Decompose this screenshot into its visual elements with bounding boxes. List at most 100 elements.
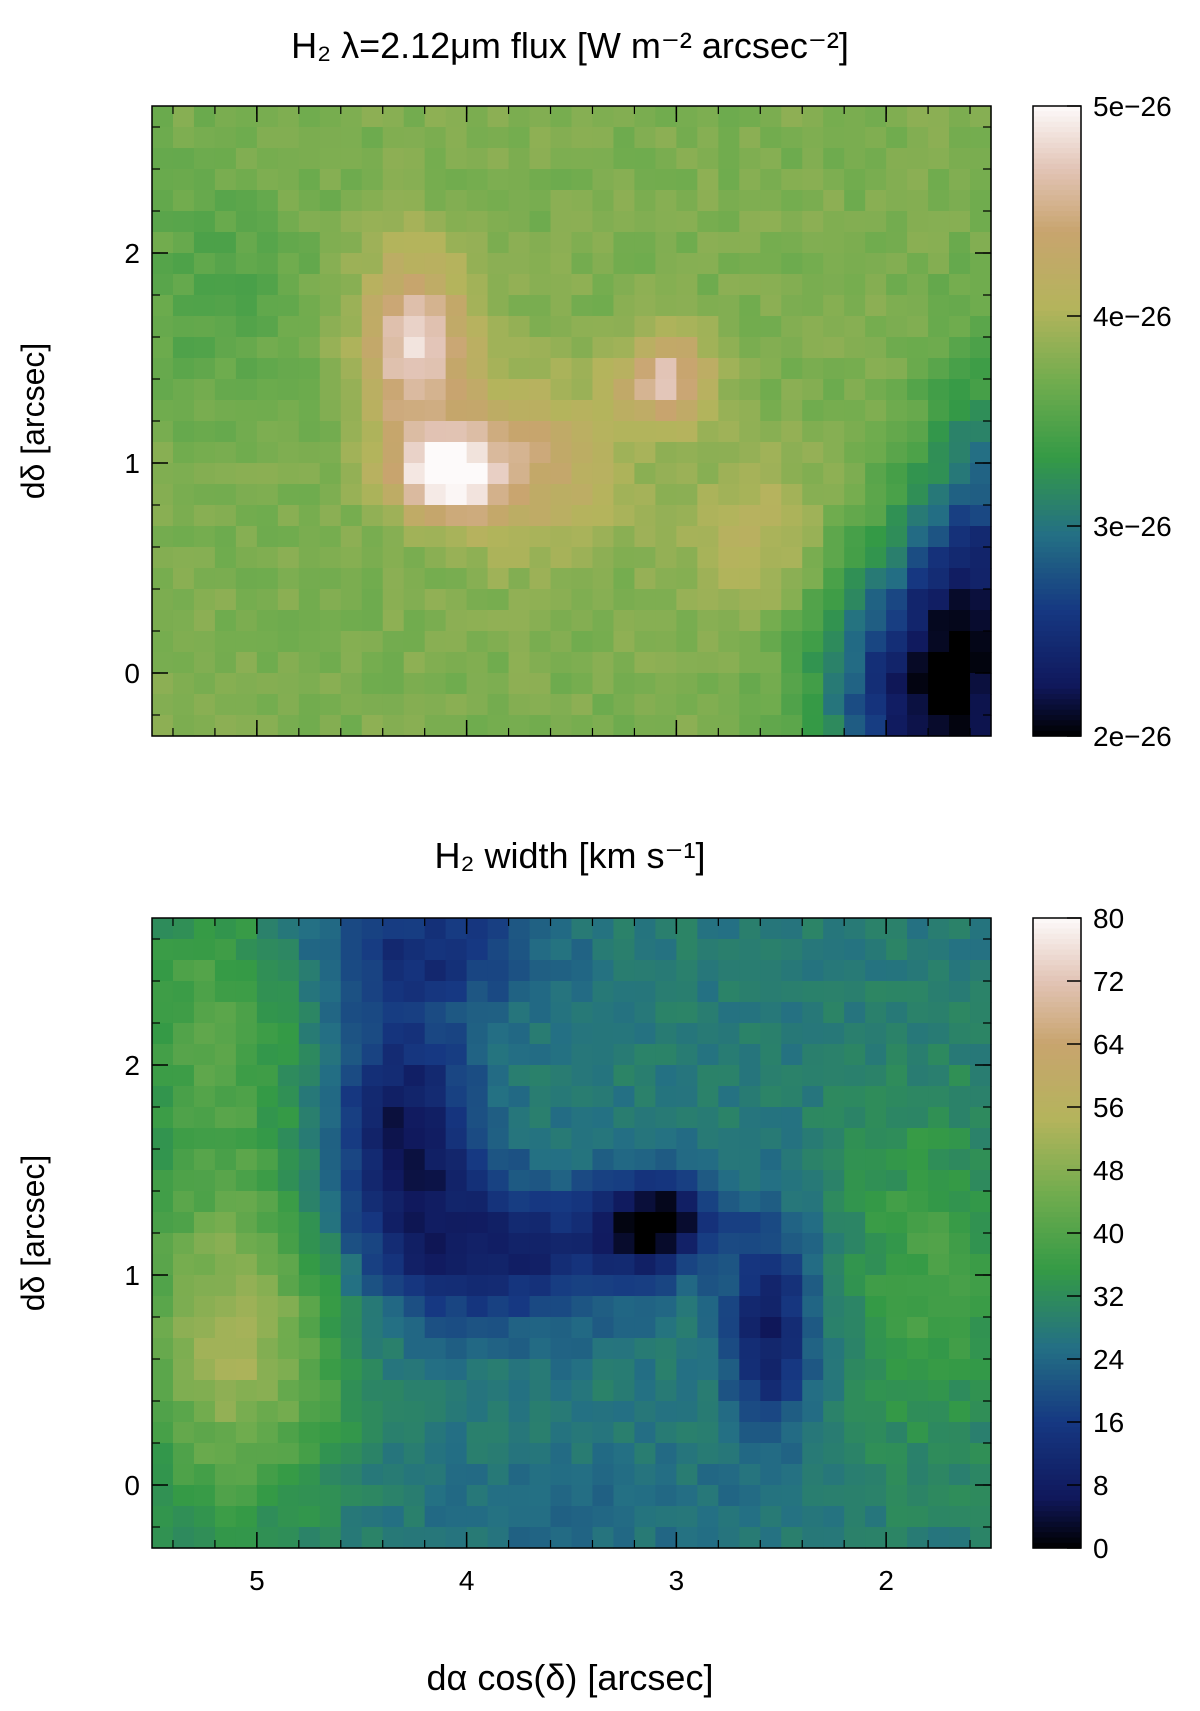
heatmap-cell — [550, 1212, 573, 1234]
heatmap-cell — [298, 1464, 321, 1486]
heatmap-cell — [823, 1359, 845, 1381]
heatmap-cell — [886, 505, 908, 527]
colorbar-segment — [1033, 1401, 1081, 1407]
heatmap-cell — [529, 1275, 552, 1297]
heatmap-cell — [781, 981, 803, 1003]
heatmap-cell — [613, 694, 636, 716]
heatmap-cell — [907, 505, 929, 527]
heatmap-cell — [214, 1485, 237, 1507]
heatmap-cell — [844, 1380, 866, 1402]
heatmap-cell — [424, 1254, 447, 1276]
heatmap-cell — [319, 568, 342, 590]
heatmap-cell — [865, 1002, 887, 1024]
colorbar-segment — [1033, 468, 1081, 475]
heatmap-cell — [613, 1191, 636, 1213]
heatmap-cell — [970, 379, 992, 401]
heatmap-cell — [697, 1128, 719, 1150]
heatmap-cell — [277, 1107, 300, 1129]
heatmap-cell — [487, 1128, 510, 1150]
heatmap-cell — [235, 1107, 258, 1129]
heatmap-cell — [823, 939, 845, 961]
heatmap-cell — [403, 715, 426, 737]
colorbar-segment — [1033, 1101, 1081, 1108]
heatmap-cell — [613, 547, 636, 569]
heatmap-cell — [361, 169, 384, 191]
heatmap-cell — [466, 190, 489, 212]
heatmap-cell — [718, 1023, 740, 1045]
heatmap-cell — [256, 190, 279, 212]
heatmap-cell — [340, 1527, 363, 1549]
heatmap-cell — [613, 358, 636, 380]
heatmap-cell — [445, 939, 468, 961]
heatmap-cell — [529, 295, 552, 317]
heatmap-cell — [676, 694, 698, 716]
heatmap-cell — [592, 1338, 615, 1360]
heatmap-cell — [676, 169, 698, 191]
heatmap-cell — [445, 484, 468, 506]
heatmap-cell — [970, 568, 992, 590]
heatmap-cell — [445, 1527, 468, 1549]
heatmap-cell — [152, 1002, 174, 1024]
heatmap-cell — [655, 610, 677, 632]
heatmap-cell — [277, 400, 300, 422]
heatmap-cell — [655, 1086, 677, 1108]
heatmap-cell — [361, 505, 384, 527]
heatmap-cell — [676, 1023, 698, 1045]
heatmap-cell — [760, 106, 782, 128]
heatmap-cell — [445, 610, 468, 632]
heatmap-cell — [802, 1128, 824, 1150]
heatmap-cell — [214, 505, 237, 527]
colorbar-tick-label: 72 — [1093, 966, 1124, 997]
heatmap-cell — [235, 1464, 258, 1486]
colorbar-segment — [1033, 195, 1081, 202]
heatmap-cell — [319, 610, 342, 632]
colorbar-segment — [1033, 242, 1081, 249]
colorbar-segment — [1033, 1306, 1081, 1313]
heatmap-cell — [319, 1443, 342, 1465]
heatmap-cell — [571, 1338, 594, 1360]
heatmap-cell — [928, 1086, 950, 1108]
heatmap-cell — [424, 274, 447, 296]
heatmap-cell — [676, 918, 698, 940]
heatmap-cell — [865, 1086, 887, 1108]
heatmap-cell — [235, 1254, 258, 1276]
heatmap-cell — [193, 568, 216, 590]
heatmap-cell — [319, 1086, 342, 1108]
heatmap-cell — [550, 295, 573, 317]
heatmap-cell — [655, 631, 677, 653]
heatmap-cell — [487, 1506, 510, 1528]
heatmap-cell — [508, 1044, 531, 1066]
heatmap-cell — [949, 1380, 971, 1402]
heatmap-cell — [571, 568, 594, 590]
heatmap-cell — [844, 211, 866, 233]
heatmap-cell — [634, 169, 656, 191]
heatmap-cell — [298, 1254, 321, 1276]
heatmap-cell — [466, 673, 489, 695]
heatmap-cell — [697, 295, 719, 317]
heatmap-cell — [844, 463, 866, 485]
heatmap-cell — [928, 715, 950, 737]
heatmap-cell — [403, 1002, 426, 1024]
colorbar-segment — [1033, 699, 1081, 706]
heatmap-cell — [865, 526, 887, 548]
heatmap-cell — [676, 981, 698, 1003]
heatmap-cell — [466, 1485, 489, 1507]
heatmap-cell — [256, 1065, 279, 1087]
heatmap-cell — [970, 1107, 992, 1129]
heatmap-cell — [949, 463, 971, 485]
heatmap-cell — [424, 400, 447, 422]
colorbar-segment — [1033, 221, 1081, 228]
heatmap-cell — [634, 715, 656, 737]
heatmap-cell — [361, 673, 384, 695]
heatmap-cell — [214, 106, 237, 128]
heatmap-cell — [277, 232, 300, 254]
colorbar-frame — [1032, 105, 1082, 737]
heatmap-cell — [886, 631, 908, 653]
heatmap-cell — [865, 939, 887, 961]
heatmap-cell — [508, 1107, 531, 1129]
heatmap-cell — [172, 484, 195, 506]
colorbar-segment — [1033, 1532, 1081, 1539]
heatmap-cell — [256, 421, 279, 443]
heatmap-cell — [382, 442, 405, 464]
